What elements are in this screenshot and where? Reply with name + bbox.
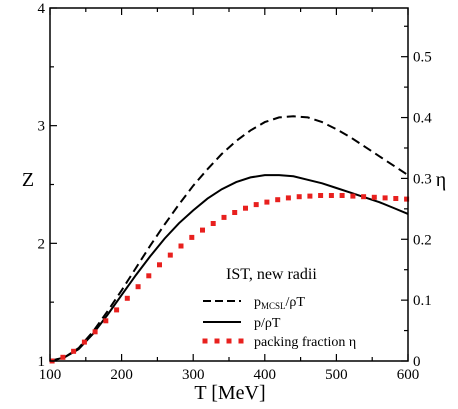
legend: IST, new radii pMCSL/ρT p/ρT packing fra…: [202, 266, 356, 350]
x-tick-label-500: 500: [325, 367, 348, 383]
y-tick-label-left-3: 3: [38, 119, 46, 135]
x-tick-label-400: 400: [254, 367, 277, 383]
plot-frame: [49, 7, 409, 362]
legend-label-pmcsl-sub: MCSL: [261, 301, 286, 311]
series-2-point-5: [103, 318, 109, 324]
y-tick-label-right-1: 0.1: [413, 293, 432, 309]
plot-lines: [49, 115, 410, 364]
legend-label-pmcsl: pMCSL/ρT: [254, 295, 305, 311]
legend-label-pmcsl-main: p: [254, 295, 261, 310]
series-2-point-25: [318, 193, 324, 198]
series-2-point-18: [243, 205, 248, 211]
series-2-point-31: [382, 195, 388, 201]
series-2-point-16: [221, 214, 227, 220]
x-tick-label-300: 300: [182, 367, 205, 383]
series-2-point-11: [167, 252, 173, 258]
series-2-point-14: [200, 227, 205, 233]
series-2-point-29: [361, 194, 367, 200]
y-tick-label-left-1: 1: [38, 354, 46, 370]
series-2-point-17: [232, 210, 238, 215]
legend-label-p: p/ρT: [254, 316, 281, 331]
y-tick-label-left-2: 2: [38, 236, 46, 252]
legend-title: IST, new radii: [226, 266, 317, 283]
series-2-point-32: [393, 196, 399, 201]
series-2-point-6: [114, 307, 120, 313]
series-2-point-27: [339, 193, 345, 198]
x-axis-label: T [MeV]: [194, 382, 265, 404]
series-2-point-33: [404, 196, 410, 202]
y-tick-label-right-5: 0.5: [413, 50, 432, 66]
series-2-point-12: [178, 243, 184, 249]
y-tick-label-left-4: 4: [38, 1, 46, 17]
legend-label-packing: packing fraction η: [254, 335, 356, 350]
axes: [49, 7, 409, 362]
x-tick-label-100: 100: [39, 367, 62, 383]
series-2-point-15: [210, 221, 216, 226]
legend-swatch-dotted: [202, 338, 244, 344]
y-tick-label-right-3: 0.3: [413, 171, 432, 187]
series-2-point-3: [81, 339, 87, 345]
y-tick-label-right-0: 0: [413, 354, 421, 370]
series-1-line: [49, 174, 409, 362]
series-2-point-2: [71, 348, 77, 354]
legend-dot-1: [214, 338, 220, 344]
legend-dot-0: [202, 338, 208, 344]
legend-dot-3: [238, 338, 244, 344]
y-tick-label-right-2: 0.2: [413, 232, 432, 248]
series-2-point-7: [124, 295, 130, 301]
series-2-point-23: [296, 194, 302, 200]
series-2-point-10: [157, 262, 162, 268]
y-tick-label-right-4: 0.4: [413, 111, 432, 127]
series-2-point-21: [275, 197, 281, 203]
series-2-point-30: [371, 194, 377, 200]
x-tick-label-200: 200: [110, 367, 133, 383]
y-axis-label-right: η: [436, 169, 446, 191]
legend-dot-2: [226, 338, 232, 344]
ticks: 100 200 300 400 500 600 1 2 3 4 0 0.1 0.2 0.3 0.4 0.5: [38, 1, 433, 383]
series-2-point-22: [285, 195, 291, 201]
series-2-point-9: [146, 273, 152, 279]
y-axis-label-left: Z: [22, 169, 34, 191]
series-0-line: [49, 115, 409, 362]
series-2-point-8: [135, 284, 141, 290]
series-2-point-24: [307, 193, 313, 199]
legend-label-pmcsl-tail: /ρT: [286, 295, 306, 310]
series-2-point-28: [350, 193, 356, 199]
series-2-point-13: [189, 234, 195, 240]
series-2-point-20: [264, 199, 270, 205]
series-2-point-1: [60, 354, 66, 360]
series-2-point-19: [253, 202, 259, 208]
series-2-point-26: [328, 193, 334, 198]
series-2-point-4: [92, 329, 98, 335]
x-tick-label-600: 600: [397, 367, 420, 383]
